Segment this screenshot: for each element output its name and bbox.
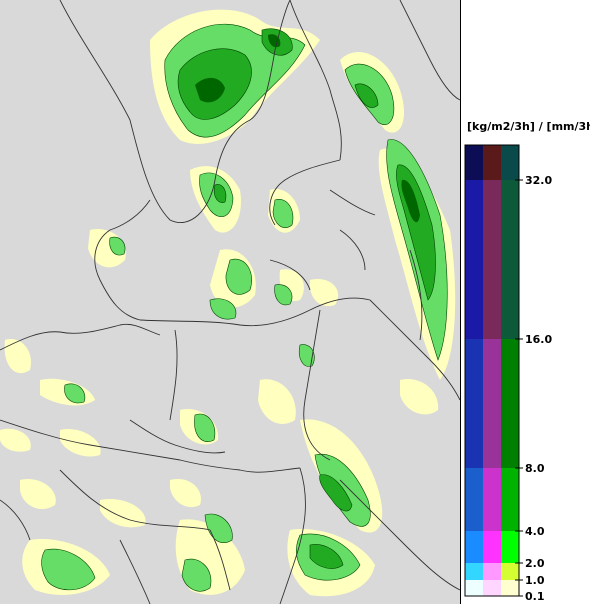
legend-swatch-rain-3 [465,468,483,531]
legend-swatch-mixed-6 [483,145,501,180]
legend-swatch-snow-6 [501,145,519,180]
legend-swatch-mixed-5 [483,180,501,339]
legend-bands [464,144,520,597]
legend-swatch-rain-5 [465,180,483,339]
legend-panel: [kg/m2/3h] / [mm/3h] 32.0 16.0 8.0 4.0 2.0 1.… [461,0,590,604]
legend-swatch-rain-0 [465,580,483,596]
legend-swatch-snow-5 [501,180,519,339]
legend-swatch-mixed-1 [483,563,501,580]
legend-swatch-mixed-0 [483,580,501,596]
legend-swatch-rain-6 [465,145,483,180]
legend-swatch-rain-4 [465,339,483,468]
very-heavy-precip-areas [195,34,420,223]
legend-swatch-snow-0 [501,580,519,596]
legend-swatch-snow-4 [501,339,519,468]
legend-swatch-mixed-4 [483,339,501,468]
legend-swatch-mixed-3 [483,468,501,531]
legend-tick-label: 8.0 [525,462,545,475]
legend-unit-label: [kg/m2/3h] / [mm/3h] [467,120,590,133]
legend-tick-label: 2.0 [525,557,545,570]
country-borders [0,0,460,604]
legend-outline [464,144,520,597]
legend-tick-label: 1.0 [525,574,545,587]
legend-tick-label: 32.0 [525,174,552,187]
legend-tick-label: 0.1 [525,590,545,603]
legend-swatch-rain-1 [465,563,483,580]
legend-swatch-mixed-2 [483,531,501,563]
legend-swatch-rain-2 [465,531,483,563]
legend-swatch-snow-3 [501,468,519,531]
legend-tick-label: 4.0 [525,525,545,538]
legend-colorbar: 32.0 16.0 8.0 4.0 2.0 1.0 0.1 [464,144,552,603]
legend-swatch-snow-2 [501,531,519,563]
precipitation-map [0,0,461,604]
legend-swatch-snow-1 [501,563,519,580]
map-canvas [0,0,460,604]
legend-ticks: 32.0 16.0 8.0 4.0 2.0 1.0 0.1 [515,174,552,603]
legend-tick-label: 16.0 [525,333,552,346]
